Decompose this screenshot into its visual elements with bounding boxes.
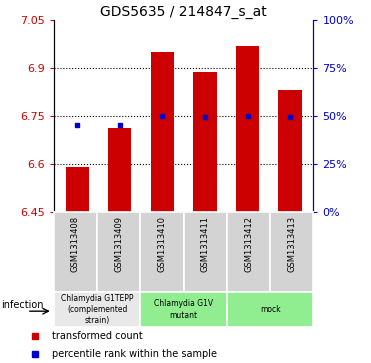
Text: GSM1313409: GSM1313409 (114, 216, 123, 272)
Text: GSM1313413: GSM1313413 (288, 216, 296, 273)
Text: GSM1313408: GSM1313408 (71, 216, 80, 273)
Bar (193, 72, 217, 212)
Bar (108, 128, 131, 212)
Text: transformed count: transformed count (52, 331, 143, 341)
Bar (151, 52, 174, 212)
Bar (278, 90, 302, 212)
Text: infection: infection (1, 300, 43, 310)
Title: GDS5635 / 214847_s_at: GDS5635 / 214847_s_at (100, 5, 267, 19)
Text: Chlamydia G1TEPP
(complemented
strain): Chlamydia G1TEPP (complemented strain) (61, 294, 133, 325)
Text: GSM1313410: GSM1313410 (158, 216, 167, 272)
Bar (66, 167, 89, 212)
Text: GSM1313411: GSM1313411 (201, 216, 210, 272)
Text: GSM1313412: GSM1313412 (244, 216, 253, 272)
Text: Chlamydia G1V
mutant: Chlamydia G1V mutant (154, 299, 213, 319)
Text: percentile rank within the sample: percentile rank within the sample (52, 349, 217, 359)
Text: mock: mock (260, 305, 280, 314)
Bar (236, 46, 259, 212)
